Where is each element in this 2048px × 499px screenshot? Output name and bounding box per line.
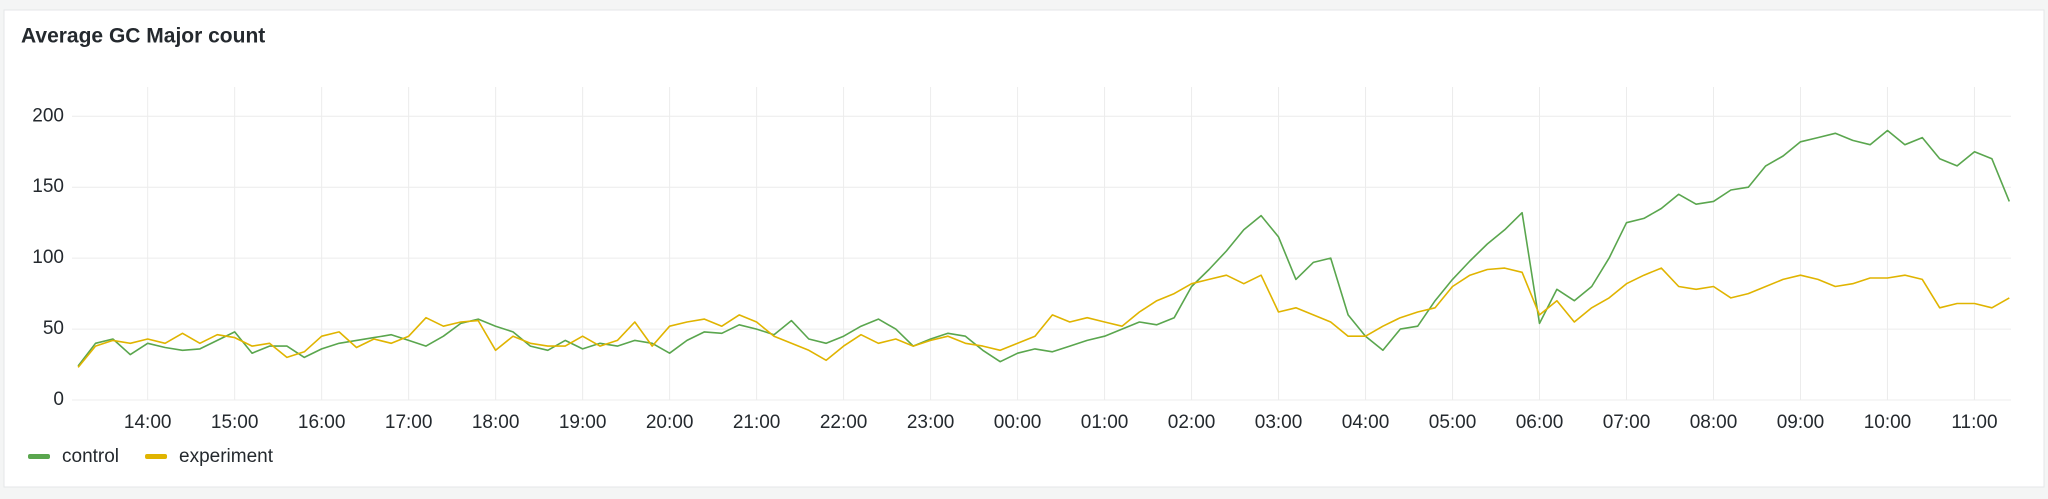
y-tick-label: 150 bbox=[32, 176, 64, 197]
x-tick-label: 04:00 bbox=[1342, 412, 1390, 433]
x-tick-label: 07:00 bbox=[1603, 412, 1651, 433]
legend-label: experiment bbox=[179, 446, 274, 467]
x-tick-label: 03:00 bbox=[1255, 412, 1303, 433]
y-tick-label: 200 bbox=[32, 105, 64, 126]
x-tick-label: 05:00 bbox=[1429, 412, 1477, 433]
series-line bbox=[77, 129, 2011, 367]
x-tick-label: 11:00 bbox=[1951, 412, 1997, 433]
series-line bbox=[77, 267, 2010, 368]
legend-item: control bbox=[28, 446, 119, 467]
y-tick-label: 0 bbox=[53, 389, 64, 410]
legend-item: experiment bbox=[145, 446, 274, 467]
panel-frame bbox=[3, 9, 2045, 488]
x-tick-label: 17:00 bbox=[385, 412, 433, 433]
x-tick-label: 09:00 bbox=[1777, 412, 1825, 433]
x-tick-label: 18:00 bbox=[472, 412, 520, 433]
x-tick-label: 06:00 bbox=[1516, 412, 1564, 433]
x-tick-label: 00:00 bbox=[994, 412, 1042, 433]
x-tick-label: 20:00 bbox=[646, 412, 694, 433]
x-tick-label: 08:00 bbox=[1690, 412, 1738, 433]
y-tick-label: 50 bbox=[43, 318, 64, 339]
x-tick-label: 19:00 bbox=[559, 412, 607, 433]
legend-label: control bbox=[62, 446, 119, 467]
x-tick-label: 23:00 bbox=[907, 412, 955, 433]
x-tick-label: 10:00 bbox=[1864, 412, 1912, 433]
x-tick-label: 14:00 bbox=[124, 412, 172, 433]
legend-swatch bbox=[28, 454, 50, 459]
y-tick-label: 100 bbox=[32, 247, 64, 268]
x-tick-label: 21:00 bbox=[733, 412, 781, 433]
legend-swatch bbox=[145, 454, 168, 459]
x-tick-label: 02:00 bbox=[1168, 412, 1216, 433]
x-tick-label: 01:00 bbox=[1081, 412, 1129, 433]
chart-title: Average GC Major count bbox=[21, 25, 265, 48]
x-tick-label: 16:00 bbox=[298, 412, 346, 433]
x-tick-label: 15:00 bbox=[211, 412, 259, 433]
x-tick-label: 22:00 bbox=[820, 412, 868, 433]
